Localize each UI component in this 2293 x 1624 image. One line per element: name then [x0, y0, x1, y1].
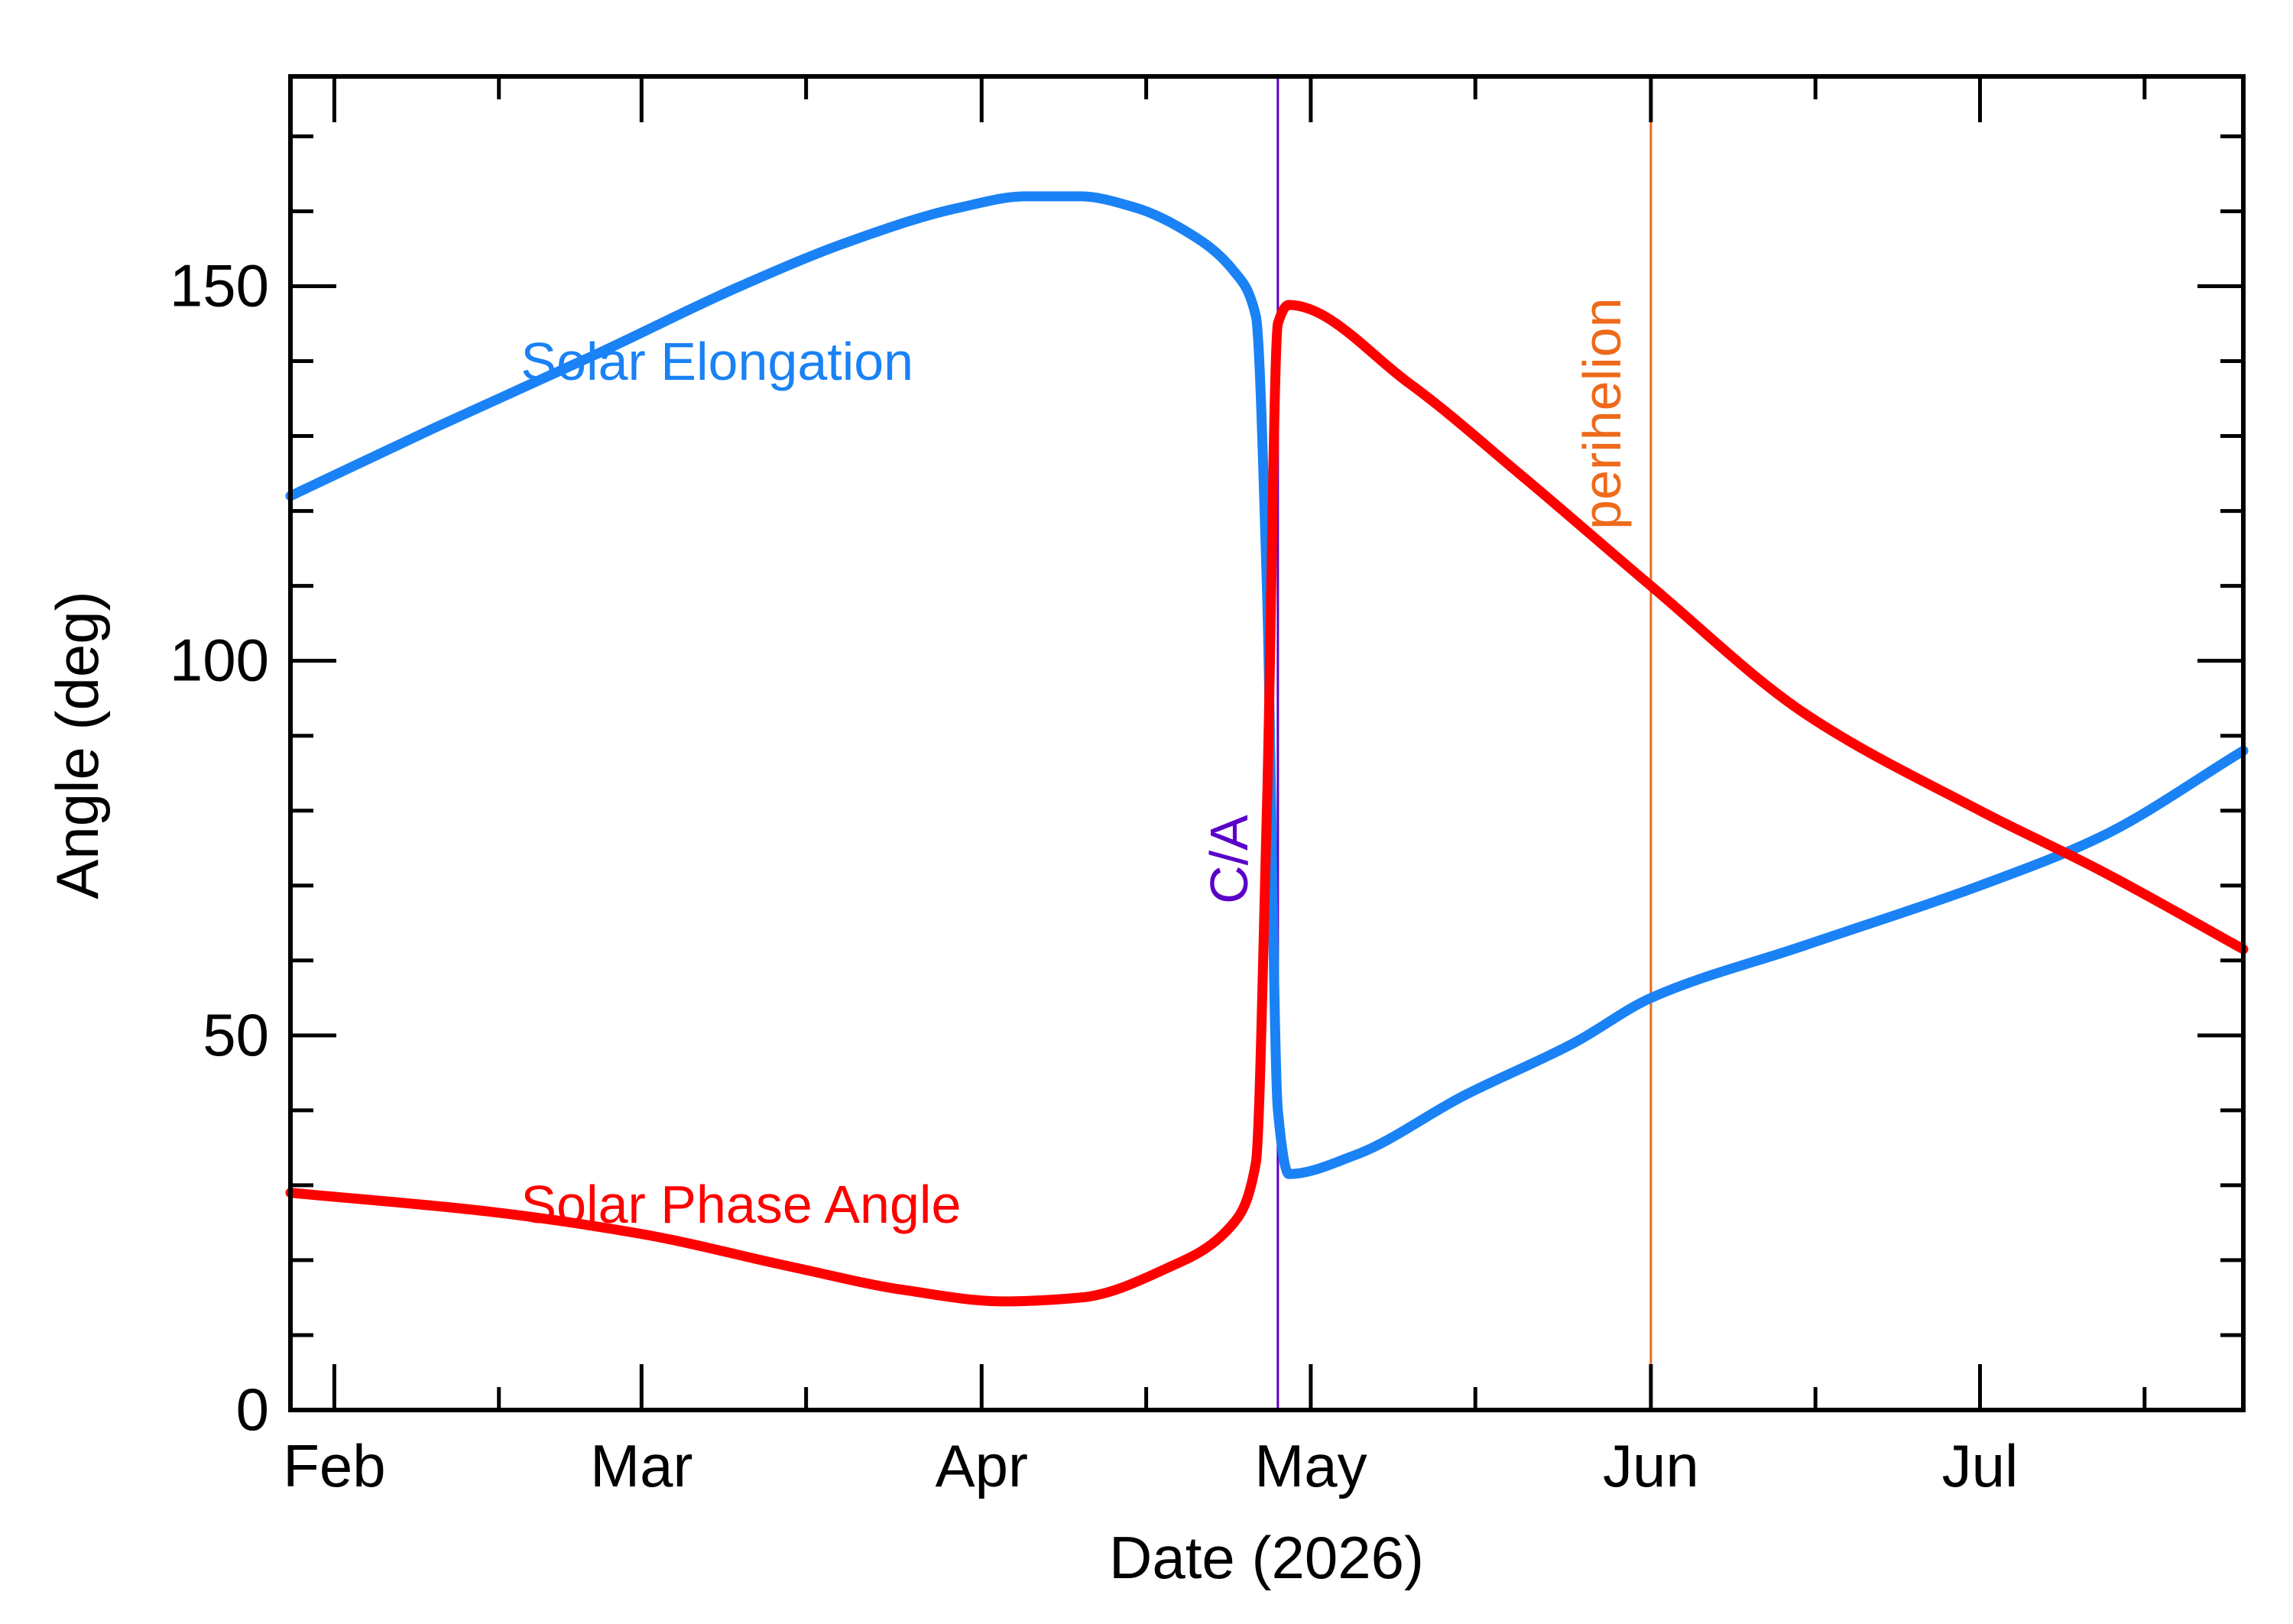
y-ticks: [290, 134, 2243, 1337]
series-labels: Solar Elongation Solar Phase Angle: [521, 332, 961, 1234]
marker-label-0: C/A: [1199, 815, 1259, 904]
x-tick-labels: Feb Mar Apr May Jun Jul: [283, 1432, 2018, 1499]
series-line-solar-elongation: [285, 191, 2249, 1179]
y-tick-labels: 0 50 100 150: [170, 251, 269, 1443]
marker-lines: [1276, 76, 1652, 1410]
x-tick-label: Mar: [590, 1432, 692, 1499]
y-axis-title: Angle (deg): [44, 591, 111, 899]
series-line-solar-phase-angle: [285, 300, 2249, 1307]
series-label-solar-phase-angle: Solar Phase Angle: [521, 1175, 961, 1234]
x-ticks: [332, 76, 2147, 1410]
marker-label-1: perihelion: [1572, 297, 1632, 530]
series-label-solar-elongation: Solar Elongation: [521, 332, 913, 391]
marker-labels: C/A perihelion: [1199, 297, 1632, 903]
y-tick-label: 150: [170, 251, 269, 319]
y-tick-label: 50: [203, 1001, 269, 1068]
plot-frame: [288, 74, 2246, 1412]
x-tick-label: Jun: [1603, 1432, 1699, 1499]
x-tick-label: May: [1254, 1432, 1367, 1499]
x-tick-label: Jul: [1942, 1432, 2019, 1499]
x-tick-label: Apr: [936, 1432, 1028, 1499]
x-axis-title: Date (2026): [1109, 1524, 1424, 1591]
y-tick-label: 100: [170, 627, 269, 694]
y-tick-label: 0: [236, 1376, 269, 1443]
x-tick-label: Feb: [283, 1432, 385, 1499]
series-lines: [285, 191, 2249, 1307]
